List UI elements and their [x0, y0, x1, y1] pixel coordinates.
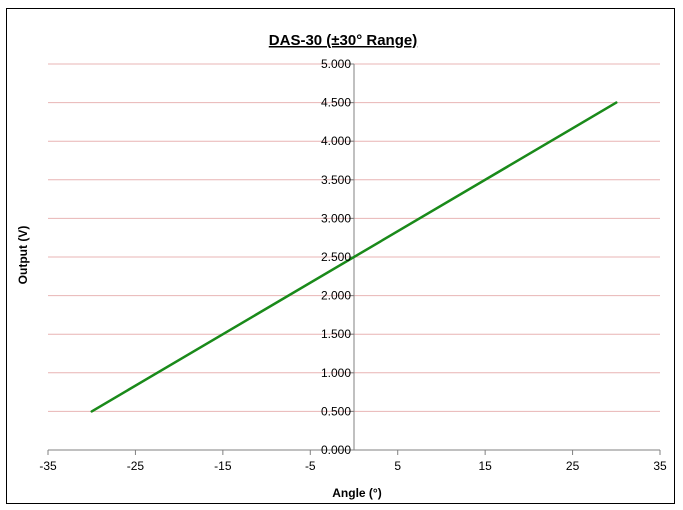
y-tick-label: 1.000 [321, 366, 351, 380]
x-tick-label: -25 [127, 459, 145, 473]
x-tick-label: 35 [653, 459, 667, 473]
tick-labels: -35 -25 -15 -5 5 15 25 35 0.000 0.500 1.000 1.500 2.… [39, 57, 667, 473]
y-tick-label: 0.000 [321, 443, 351, 457]
x-tick-label: -35 [39, 459, 57, 473]
y-tick-label: 4.500 [321, 96, 351, 110]
y-axis-label: Output (V) [16, 226, 30, 285]
y-tick-label: 1.500 [321, 327, 351, 341]
x-tick-label: -5 [305, 459, 316, 473]
y-tick-label: 4.000 [321, 134, 351, 148]
x-tick-label: -15 [214, 459, 232, 473]
series-group [90, 101, 618, 413]
line-chart: -35 -25 -15 -5 5 15 25 35 0.000 0.500 1.000 1.500 2.… [16, 32, 667, 500]
x-axis-label: Angle (°) [332, 486, 381, 500]
y-tick-label: 3.500 [321, 173, 351, 187]
chart-title: DAS-30 (±30° Range) [269, 32, 417, 49]
x-tick-label: 15 [478, 459, 492, 473]
y-tick-label: 0.500 [321, 404, 351, 418]
series-line [90, 101, 618, 413]
y-tick-label: 5.000 [321, 57, 351, 71]
x-tick-label: 5 [394, 459, 401, 473]
y-tick-label: 2.000 [321, 289, 351, 303]
chart-frame: -35 -25 -15 -5 5 15 25 35 0.000 0.500 1.000 1.500 2.… [6, 8, 675, 504]
x-tick-label: 25 [566, 459, 580, 473]
y-tick-label: 2.500 [321, 250, 351, 264]
y-tick-label: 3.000 [321, 211, 351, 225]
